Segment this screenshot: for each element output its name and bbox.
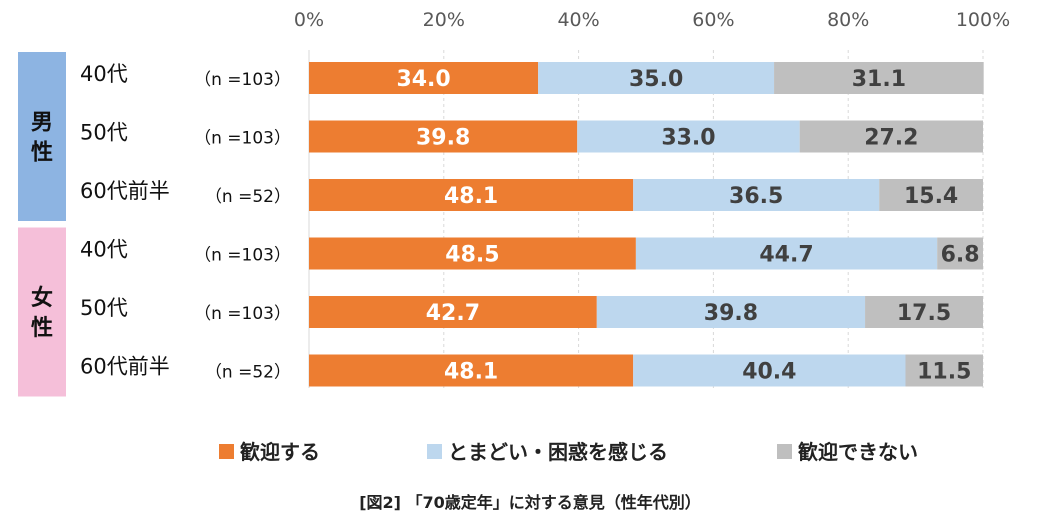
group-box xyxy=(18,227,66,397)
category-age-label: 50代 xyxy=(80,296,128,320)
x-tick-label: 0% xyxy=(294,9,324,31)
legend-label: とまどい・困惑を感じる xyxy=(448,440,668,464)
category-n-label: （n =103） xyxy=(194,129,291,149)
legend-swatch xyxy=(427,444,442,459)
bar-segment xyxy=(774,62,984,94)
x-tick-label: 40% xyxy=(557,9,599,31)
chart-title: [図2] 「70歳定年」に対する意見（性年代別） xyxy=(359,493,701,512)
legend-swatch xyxy=(777,444,792,459)
group-label: 男 xyxy=(31,111,53,136)
category-age-label: 60代前半 xyxy=(80,179,170,203)
bar-segment xyxy=(309,296,597,328)
category-age-label: 40代 xyxy=(80,238,128,262)
bar-segment xyxy=(799,120,983,153)
group-label: 女 xyxy=(31,285,53,311)
data-label: 42.7 xyxy=(426,301,480,326)
category-n-label: （n =52） xyxy=(205,187,291,207)
category-age-label: 60代前半 xyxy=(80,355,170,379)
data-label: 35.0 xyxy=(629,67,683,92)
bars: 34.0 35.0 31.1 39.8 33.0 27.2 48.1 36.5 15.4 48.5… xyxy=(309,62,984,387)
data-label: 36.5 xyxy=(729,184,783,209)
data-label: 6.8 xyxy=(941,243,980,268)
data-label: 48.5 xyxy=(445,243,499,268)
data-label: 48.1 xyxy=(444,360,498,385)
bar-segment xyxy=(577,120,800,153)
data-label: 40.4 xyxy=(742,360,796,385)
legend-swatch xyxy=(219,444,234,459)
group-box xyxy=(18,52,66,221)
category-n-label: （n =103） xyxy=(194,246,291,266)
legend: 歓迎する とまどい・困惑を感じる 歓迎できない xyxy=(219,440,918,464)
category-age-label: 50代 xyxy=(80,121,128,145)
category-n-label: （n =52） xyxy=(205,363,291,383)
bar-segment xyxy=(538,62,775,94)
data-label: 34.0 xyxy=(396,67,450,92)
bar-segment xyxy=(937,237,983,270)
bar-segment xyxy=(905,354,983,387)
bar-segment xyxy=(309,120,578,153)
group-label: 性 xyxy=(31,316,53,341)
bar-segment xyxy=(309,179,634,211)
data-label: 33.0 xyxy=(661,126,715,151)
x-tick-label: 20% xyxy=(423,9,465,31)
bar-segment xyxy=(633,179,880,211)
bar-segment xyxy=(309,62,539,94)
bar-segment xyxy=(309,237,636,270)
bar-segment xyxy=(633,354,906,387)
legend-label: 歓迎できない xyxy=(798,440,918,464)
category-age-label: 40代 xyxy=(80,62,128,86)
data-label: 31.1 xyxy=(852,67,906,92)
bar-segment xyxy=(635,237,938,270)
data-label: 11.5 xyxy=(917,360,971,385)
data-label: 17.5 xyxy=(897,301,951,326)
category-n-label: （n =103） xyxy=(194,304,291,324)
legend-label: 歓迎する xyxy=(240,440,320,464)
group-label: 性 xyxy=(31,141,53,166)
x-tick-label: 100% xyxy=(956,9,1010,31)
data-label: 48.1 xyxy=(444,184,498,209)
gridlines xyxy=(308,50,984,388)
data-label: 27.2 xyxy=(864,126,918,151)
bar-segment xyxy=(596,296,866,328)
category-labels: 40代 （n =103） 50代 （n =103） 60代前半 （n =52） 40代 （n … xyxy=(80,62,291,383)
x-tick-label: 60% xyxy=(692,9,734,31)
bar-segment xyxy=(865,296,983,328)
x-axis-ticks: 0% 20% 40% 60% 80% 100% xyxy=(294,9,1010,31)
data-label: 44.7 xyxy=(759,243,813,268)
category-n-label: （n =103） xyxy=(194,70,291,90)
bar-segment xyxy=(879,179,983,211)
bar-segment xyxy=(309,354,634,387)
data-label: 39.8 xyxy=(416,126,470,151)
data-label: 39.8 xyxy=(704,301,758,326)
data-label: 15.4 xyxy=(904,184,958,209)
x-tick-label: 80% xyxy=(827,9,869,31)
